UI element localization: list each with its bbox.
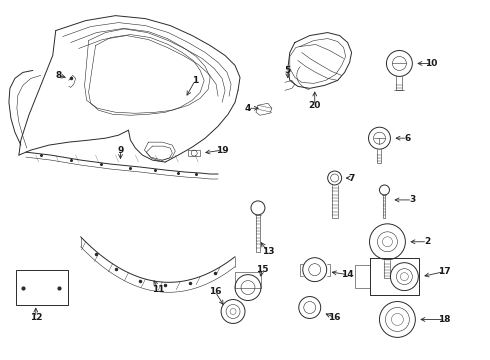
- Text: 13: 13: [262, 247, 274, 256]
- Text: 3: 3: [409, 195, 416, 204]
- Text: 12: 12: [29, 313, 42, 322]
- Bar: [16, 270, 68, 305]
- Text: 5: 5: [285, 66, 291, 75]
- Text: 6: 6: [404, 134, 411, 143]
- Text: 2: 2: [424, 237, 430, 246]
- Text: 8: 8: [55, 71, 62, 80]
- Text: 10: 10: [425, 59, 438, 68]
- Text: 17: 17: [438, 267, 450, 276]
- Text: 4: 4: [245, 104, 251, 113]
- Text: 15: 15: [256, 265, 268, 274]
- Text: 19: 19: [216, 145, 228, 154]
- Text: 16: 16: [328, 313, 341, 322]
- Text: 16: 16: [209, 287, 221, 296]
- Text: 14: 14: [342, 270, 354, 279]
- Text: 7: 7: [348, 174, 355, 183]
- Text: 1: 1: [192, 76, 198, 85]
- Text: 20: 20: [309, 101, 321, 110]
- Text: 9: 9: [117, 145, 123, 154]
- Text: 11: 11: [152, 285, 165, 294]
- Text: 18: 18: [438, 315, 450, 324]
